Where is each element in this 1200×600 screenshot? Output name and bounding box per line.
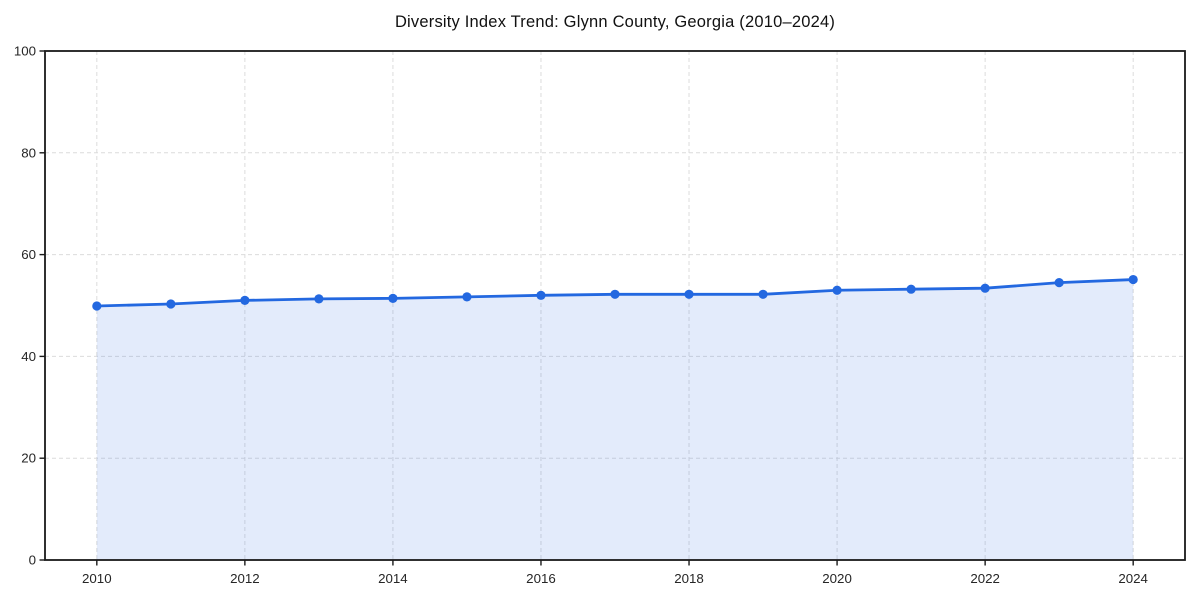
x-tick-label: 2012 [230, 571, 260, 586]
data-point-marker [240, 295, 250, 306]
data-point-marker [92, 301, 102, 311]
x-tick-label: 2020 [822, 571, 852, 586]
x-tick-label: 2022 [970, 571, 1000, 586]
y-tick-label: 80 [21, 145, 36, 160]
data-point-marker [1128, 274, 1138, 285]
x-tick-label: 2014 [378, 571, 408, 586]
x-tick-label: 2024 [1118, 571, 1148, 586]
plot-border [44, 50, 1186, 561]
data-point-marker [832, 285, 842, 295]
x-tick-label: 2010 [82, 571, 112, 586]
y-tick-label: 100 [14, 44, 36, 59]
series-area-fill [96, 279, 1134, 560]
data-point-marker [980, 283, 990, 293]
y-tick-label: 40 [21, 349, 36, 364]
data-point-marker [906, 284, 916, 294]
y-tick-label: 0 [29, 553, 36, 568]
chart-title: Diversity Index Trend: Glynn County, Geo… [394, 13, 836, 31]
data-point-marker [610, 289, 620, 299]
data-point-marker [758, 289, 768, 299]
data-point-marker [684, 289, 694, 299]
data-point-marker [314, 294, 324, 304]
data-point-marker [1054, 277, 1064, 288]
x-tick-label: 2016 [526, 571, 556, 586]
data-point-marker [462, 292, 472, 302]
y-tick-label: 60 [21, 247, 36, 262]
x-tick-label: 2018 [674, 571, 704, 586]
data-point-marker [166, 299, 176, 309]
data-point-marker [536, 290, 546, 300]
data-point-marker [388, 293, 398, 303]
y-tick-label: 20 [21, 451, 36, 466]
